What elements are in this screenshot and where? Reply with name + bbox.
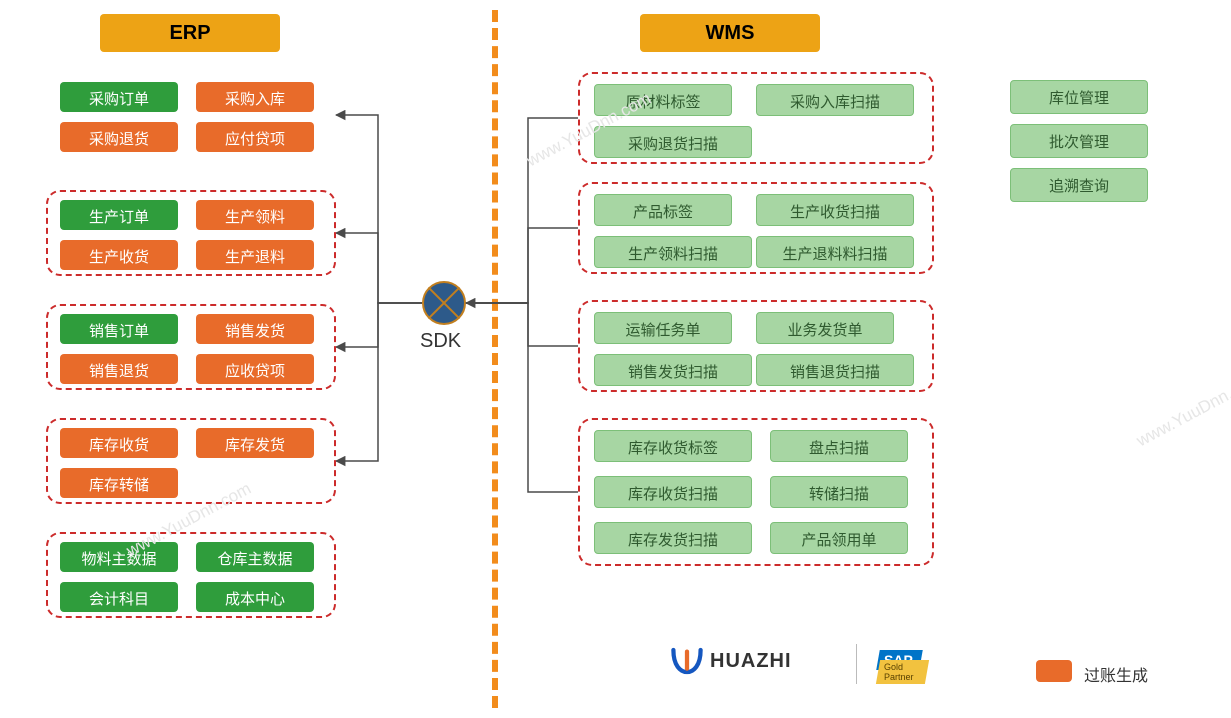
erp-node-4-2: 会计科目 — [60, 582, 178, 612]
erp-node-2-1: 销售发货 — [196, 314, 314, 344]
wms-node-1-1: 生产收货扫描 — [756, 194, 914, 226]
erp-node-4-3: 成本中心 — [196, 582, 314, 612]
erp-node-0-3: 应付贷项 — [196, 122, 314, 152]
erp-node-3-1: 库存发货 — [196, 428, 314, 458]
sap-badge: SAP Gold Partner — [878, 650, 921, 670]
wms-node-2-0: 运输任务单 — [594, 312, 732, 344]
wms-node-1-2: 生产领料扫描 — [594, 236, 752, 268]
wms-node-2-3: 销售退货扫描 — [756, 354, 914, 386]
erp-node-4-1: 仓库主数据 — [196, 542, 314, 572]
wms-node-3-5: 产品领用单 — [770, 522, 908, 554]
erp-node-2-0: 销售订单 — [60, 314, 178, 344]
wms-node-3-2: 库存收货扫描 — [594, 476, 752, 508]
erp-node-1-3: 生产退料 — [196, 240, 314, 270]
erp-node-1-2: 生产收货 — [60, 240, 178, 270]
legend-text: 过账生成 — [1084, 662, 1148, 686]
wms-node-2-2: 销售发货扫描 — [594, 354, 752, 386]
wms-node-3-1: 盘点扫描 — [770, 430, 908, 462]
sap-sub: Gold Partner — [884, 662, 921, 682]
logo-separator — [856, 644, 857, 684]
wms-node-3-4: 库存发货扫描 — [594, 522, 752, 554]
erp-node-0-0: 采购订单 — [60, 82, 178, 112]
huazhi-logo: HUAZHI — [670, 646, 792, 676]
wms-node-0-1: 采购入库扫描 — [756, 84, 914, 116]
erp-node-1-0: 生产订单 — [60, 200, 178, 230]
wms-header: WMS — [640, 14, 820, 52]
erp-node-0-2: 采购退货 — [60, 122, 178, 152]
watermark-2: www.YuuDnn.com — [1133, 369, 1231, 451]
wms-node-3-0: 库存收货标签 — [594, 430, 752, 462]
wms-node-2-1: 业务发货单 — [756, 312, 894, 344]
side-node-1: 批次管理 — [1010, 124, 1148, 158]
huazhi-icon — [670, 646, 704, 676]
side-node-0: 库位管理 — [1010, 80, 1148, 114]
legend-swatch — [1036, 660, 1072, 682]
erp-node-3-0: 库存收货 — [60, 428, 178, 458]
erp-node-3-2: 库存转储 — [60, 468, 178, 498]
erp-node-1-1: 生产领料 — [196, 200, 314, 230]
side-node-2: 追溯查询 — [1010, 168, 1148, 202]
sdk-node — [422, 281, 466, 325]
erp-node-2-3: 应收贷项 — [196, 354, 314, 384]
huazhi-text: HUAZHI — [710, 650, 792, 673]
wms-node-1-0: 产品标签 — [594, 194, 732, 226]
erp-node-0-1: 采购入库 — [196, 82, 314, 112]
erp-header: ERP — [100, 14, 280, 52]
sdk-label: SDK — [420, 330, 461, 353]
wms-node-0-2: 采购退货扫描 — [594, 126, 752, 158]
wms-node-0-0: 原材料标签 — [594, 84, 732, 116]
wms-node-1-3: 生产退料料扫描 — [756, 236, 914, 268]
center-divider — [492, 10, 498, 708]
erp-node-4-0: 物料主数据 — [60, 542, 178, 572]
erp-node-2-2: 销售退货 — [60, 354, 178, 384]
wms-node-3-3: 转储扫描 — [770, 476, 908, 508]
